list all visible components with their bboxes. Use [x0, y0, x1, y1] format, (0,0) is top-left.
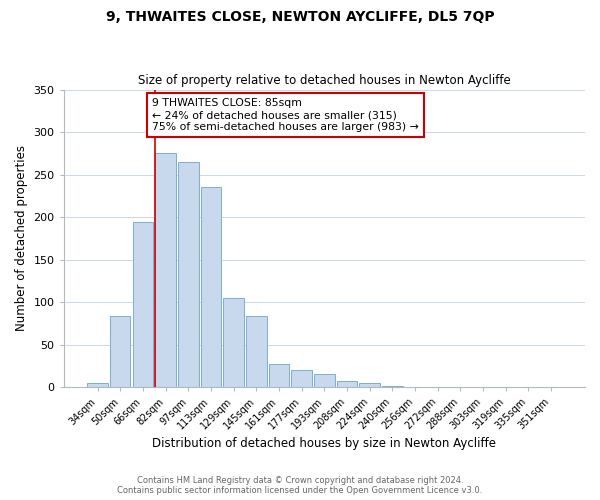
Bar — [518, 386, 539, 388]
Text: 9 THWAITES CLOSE: 85sqm
← 24% of detached houses are smaller (315)
75% of semi-d: 9 THWAITES CLOSE: 85sqm ← 24% of detache… — [152, 98, 419, 132]
Bar — [337, 382, 357, 388]
Bar — [110, 316, 130, 388]
Title: Size of property relative to detached houses in Newton Aycliffe: Size of property relative to detached ho… — [138, 74, 511, 87]
Bar — [292, 370, 312, 388]
Bar — [201, 186, 221, 388]
Bar — [223, 298, 244, 388]
Bar — [178, 162, 199, 388]
Bar — [133, 222, 153, 388]
Bar — [269, 364, 289, 388]
Bar — [314, 374, 335, 388]
X-axis label: Distribution of detached houses by size in Newton Aycliffe: Distribution of detached houses by size … — [152, 437, 496, 450]
Bar — [382, 386, 403, 388]
Bar — [246, 316, 266, 388]
Y-axis label: Number of detached properties: Number of detached properties — [15, 146, 28, 332]
Bar — [88, 383, 108, 388]
Text: Contains HM Land Registry data © Crown copyright and database right 2024.
Contai: Contains HM Land Registry data © Crown c… — [118, 476, 482, 495]
Bar — [359, 383, 380, 388]
Bar — [155, 154, 176, 388]
Text: 9, THWAITES CLOSE, NEWTON AYCLIFFE, DL5 7QP: 9, THWAITES CLOSE, NEWTON AYCLIFFE, DL5 … — [106, 10, 494, 24]
